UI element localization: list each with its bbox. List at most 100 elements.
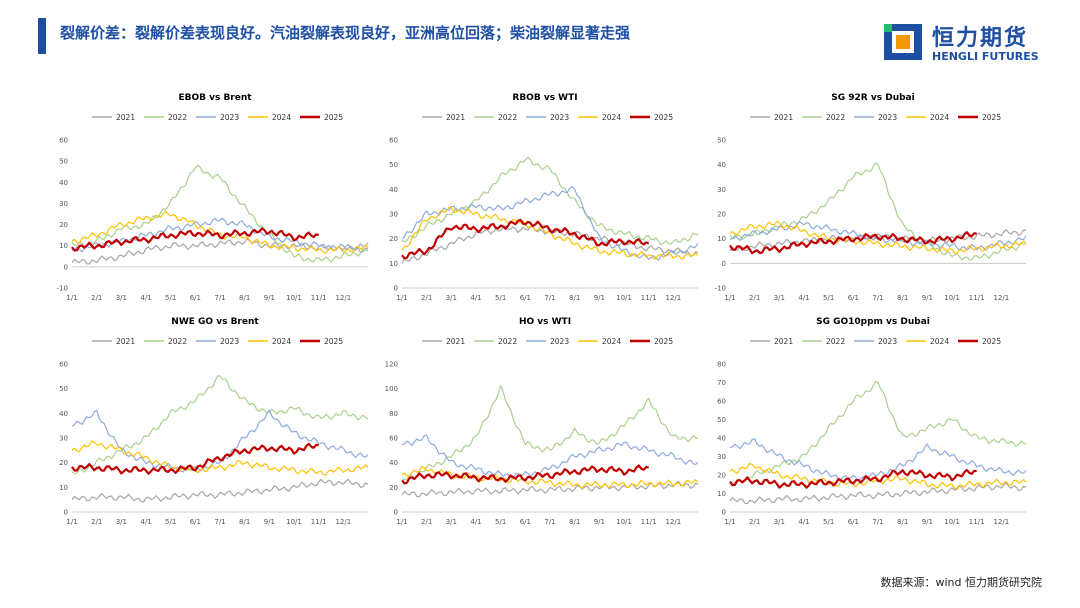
- y-tick-label: 50: [59, 158, 68, 166]
- x-tick-label: 7/1: [872, 294, 883, 302]
- x-tick-label: 4/1: [140, 294, 151, 302]
- series-line-2021: [729, 482, 1027, 505]
- x-tick-label: 10/1: [944, 294, 960, 302]
- legend-label: 2022: [826, 337, 845, 346]
- x-tick-label: 1/1: [724, 294, 735, 302]
- y-tick-label: 40: [717, 161, 726, 169]
- legend-item: 2025: [958, 113, 1001, 122]
- y-tick-label: 0: [394, 285, 398, 293]
- x-tick-label: 6/1: [848, 294, 859, 302]
- x-tick-label: 9/1: [922, 294, 933, 302]
- x-tick-label: 2/1: [749, 518, 760, 526]
- legend-label: 2021: [774, 113, 793, 122]
- legend-label: 2024: [602, 113, 621, 122]
- y-tick-label: 30: [59, 435, 68, 443]
- chart-svg: SG 92R vs Dubai 2021 2022 2023 2024 2025 -10 0 1…: [715, 93, 1027, 302]
- series-line-2024: [71, 440, 369, 476]
- series-line-2023: [71, 409, 369, 473]
- chart-svg: HO vs WTI 2021 2022 2023 2024 2025 0 20 40 60 80 10…: [385, 317, 699, 526]
- y-tick-label: 0: [722, 260, 726, 268]
- y-tick-label: -10: [715, 285, 726, 293]
- legend-item: 2021: [750, 337, 793, 346]
- series-line-2022: [401, 157, 699, 246]
- chart-title: RBOB vs WTI: [512, 93, 577, 103]
- legend-item: 2023: [526, 113, 569, 122]
- series-line-2024: [71, 210, 369, 254]
- x-tick-label: 12/1: [993, 518, 1009, 526]
- x-tick-label: 9/1: [264, 294, 275, 302]
- legend-label: 2025: [654, 113, 673, 122]
- page-title: 裂解价差：裂解价差表现良好。汽油裂解表现良好，亚洲高位回落；柴油裂解显著走强: [60, 24, 631, 42]
- x-tick-label: 4/1: [470, 294, 481, 302]
- x-tick-label: 3/1: [774, 518, 785, 526]
- legend-item: 2025: [958, 337, 1001, 346]
- legend-item: 2022: [144, 113, 187, 122]
- x-tick-label: 8/1: [569, 294, 580, 302]
- legend-label: 2023: [550, 113, 569, 122]
- chart-panel: HO vs WTI 2021 2022 2023 2024 2025 0 20 40 60 80 10…: [380, 312, 710, 532]
- x-tick-label: 6/1: [190, 518, 201, 526]
- y-tick-label: 0: [64, 263, 68, 271]
- series-line-2021: [71, 478, 369, 503]
- series-line-2022: [71, 164, 369, 263]
- y-tick-label: 120: [385, 361, 398, 369]
- x-tick-label: 10/1: [616, 518, 632, 526]
- y-tick-label: 10: [59, 484, 68, 492]
- y-tick-label: 70: [717, 379, 726, 387]
- chart-svg: NWE GO vs Brent 2021 2022 2023 2024 2025 0 10 20…: [59, 317, 369, 526]
- y-tick-label: 30: [717, 453, 726, 461]
- x-tick-label: 1/1: [66, 518, 77, 526]
- x-tick-label: 5/1: [823, 294, 834, 302]
- y-tick-label: 60: [59, 361, 68, 369]
- y-tick-label: -10: [57, 285, 68, 293]
- y-tick-label: 20: [389, 484, 398, 492]
- y-tick-label: 20: [59, 221, 68, 229]
- x-tick-label: 4/1: [798, 518, 809, 526]
- chart-svg: SG GO10ppm vs Dubai 2021 2022 2023 2024 2025 0…: [717, 317, 1027, 526]
- legend-item: 2025: [630, 337, 673, 346]
- legend-item: 2021: [92, 113, 135, 122]
- series-line-2021: [729, 229, 1027, 252]
- y-tick-label: 30: [717, 186, 726, 194]
- legend-item: 2023: [526, 337, 569, 346]
- x-tick-label: 11/1: [311, 518, 327, 526]
- legend-label: 2025: [654, 337, 673, 346]
- legend-label: 2021: [774, 337, 793, 346]
- series-line-2024: [729, 462, 1027, 490]
- y-tick-label: 10: [389, 260, 398, 268]
- legend-label: 2022: [498, 337, 517, 346]
- legend-label: 2024: [272, 337, 291, 346]
- x-tick-label: 12/1: [335, 518, 351, 526]
- legend-label: 2021: [446, 337, 465, 346]
- chart-panel: SG GO10ppm vs Dubai 2021 2022 2023 2024 2025 0…: [708, 312, 1038, 532]
- series-line-2025: [401, 218, 650, 260]
- legend-item: 2024: [906, 113, 949, 122]
- x-tick-label: 7/1: [872, 518, 883, 526]
- legend-item: 2024: [248, 113, 291, 122]
- x-tick-label: 9/1: [922, 518, 933, 526]
- legend-item: 2025: [630, 113, 673, 122]
- legend-label: 2022: [168, 113, 187, 122]
- x-tick-label: 1/1: [66, 294, 77, 302]
- legend-label: 2025: [982, 113, 1001, 122]
- legend-item: 2023: [854, 337, 897, 346]
- legend-item: 2025: [300, 337, 343, 346]
- y-tick-label: 50: [59, 385, 68, 393]
- legend-label: 2022: [168, 337, 187, 346]
- logo-mark-icon: [884, 24, 922, 60]
- x-tick-label: 10/1: [286, 518, 302, 526]
- x-tick-label: 5/1: [495, 294, 506, 302]
- y-tick-label: 10: [717, 235, 726, 243]
- y-tick-label: 60: [59, 137, 68, 145]
- y-tick-label: 20: [59, 459, 68, 467]
- x-tick-label: 9/1: [594, 294, 605, 302]
- series-line-2021: [401, 480, 699, 498]
- x-tick-label: 6/1: [520, 294, 531, 302]
- legend-item: 2022: [802, 113, 845, 122]
- legend-item: 2022: [802, 337, 845, 346]
- x-tick-label: 12/1: [665, 294, 681, 302]
- series-line-2022: [71, 375, 369, 475]
- legend-item: 2024: [578, 337, 621, 346]
- legend-item: 2022: [474, 337, 517, 346]
- y-tick-label: 50: [389, 161, 398, 169]
